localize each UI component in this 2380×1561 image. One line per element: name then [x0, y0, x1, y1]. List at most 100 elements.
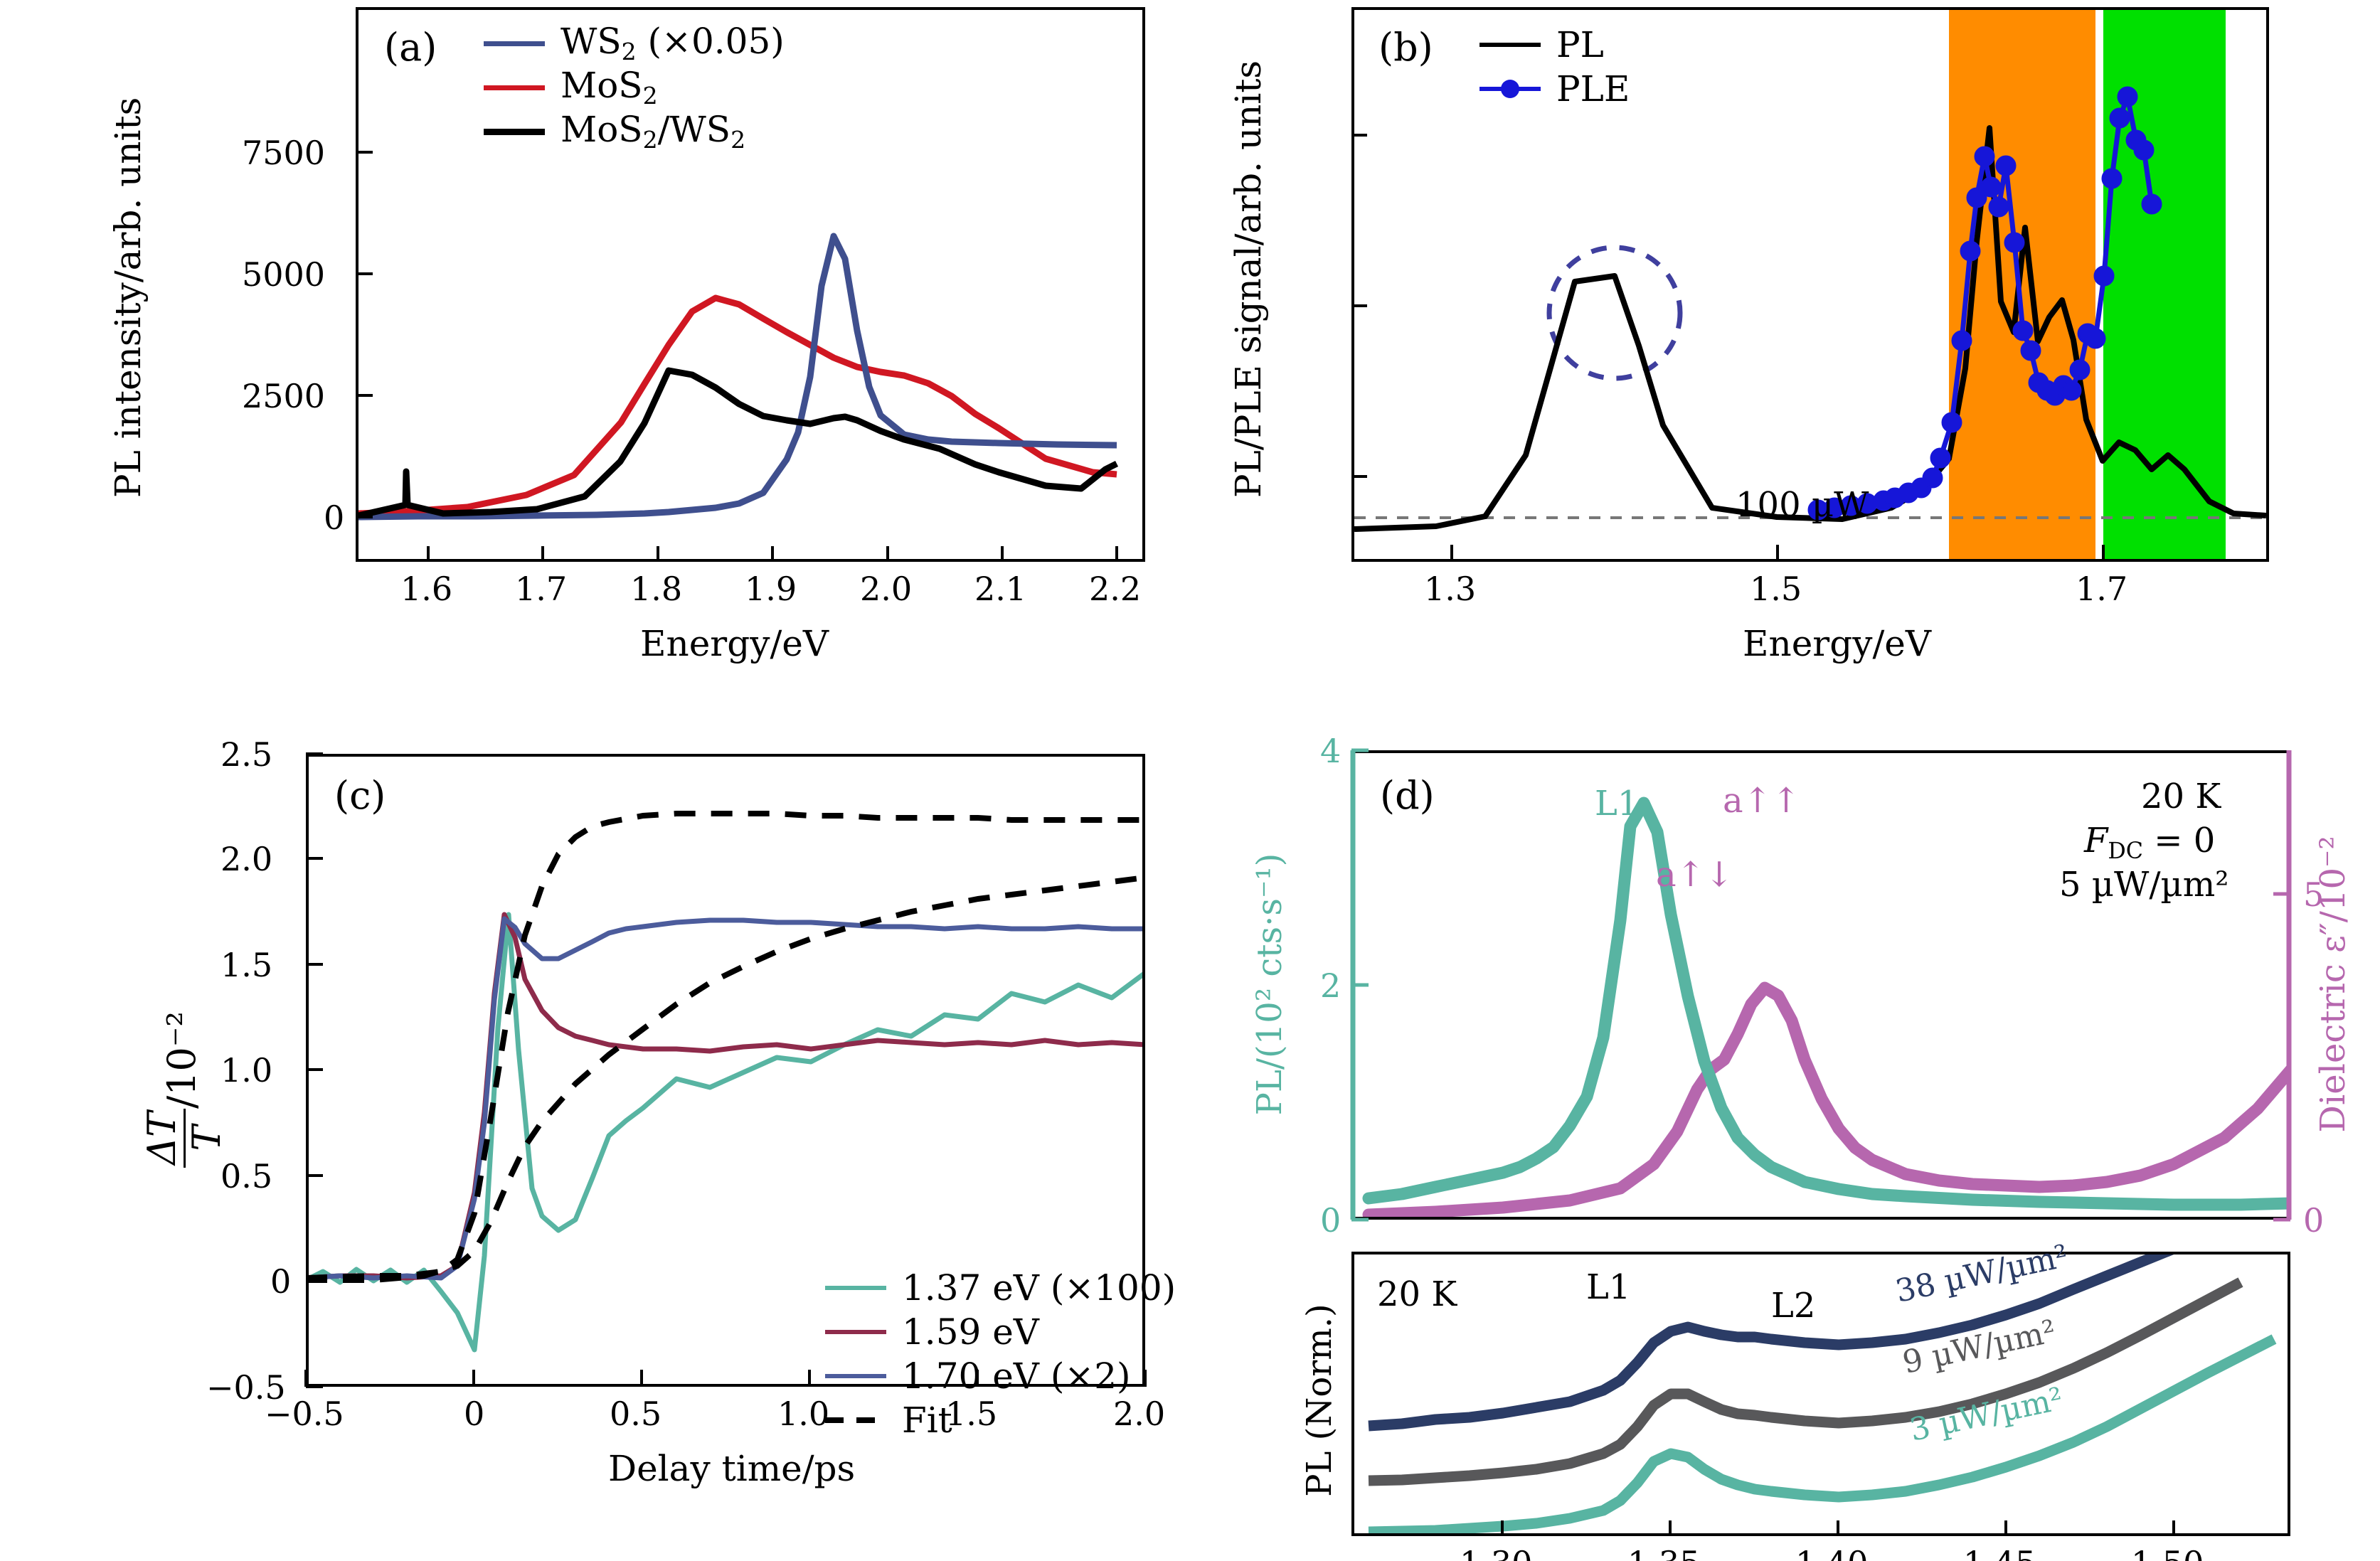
legend-swatch-ws2 [484, 41, 545, 46]
panel-a-plot [356, 151, 1119, 562]
legend-label-ws2: WS2 (×0.05) [561, 20, 785, 66]
series-159ev [309, 912, 1142, 1281]
panel-b-xlabel: Energy/eV [1743, 623, 1931, 664]
panel-d-top-ytick-0: 0 [1320, 1201, 1342, 1240]
series-170ev [309, 916, 1142, 1281]
panel-c-xtick-0: −0.5 [265, 1395, 344, 1433]
panel-b-ylabel: PL/PLE signal/arb. units [1228, 60, 1269, 498]
legend-label-heterostructure: MoS2/WS2 [561, 108, 746, 154]
series-38uw [1368, 1254, 2174, 1432]
panel-c-ytick-1: 0 [270, 1262, 292, 1301]
legend-swatch-mos2 [484, 85, 545, 90]
panel-d-bottom-xticks [1501, 1520, 2175, 1536]
legend-swatch-137ev [825, 1286, 886, 1290]
panel-d-xtick-4: 1.50 [2131, 1547, 2204, 1561]
panel-c-yticks [306, 752, 323, 1388]
panel-a-yticks [356, 151, 373, 518]
panel-c-plot [304, 752, 1147, 1388]
panel-a-ytick-2: 5000 [242, 255, 326, 294]
panel-d-xtick-0: 1.30 [1460, 1547, 1532, 1561]
legend-label-fit: Fit [902, 1400, 952, 1441]
panel-b-xtick-2: 1.7 [2076, 570, 2128, 608]
panel-c-ylabel: ΔT T /10⁻² [139, 947, 230, 1232]
panel-d-top-ylabel-right: Dielectric ε″/10⁻² [2313, 836, 2353, 1133]
legend-label-137ev: 1.37 eV (×100) [902, 1267, 1176, 1309]
panel-c-xtick-3: 1.0 [777, 1395, 830, 1433]
panel-a-ytick-0: 0 [324, 499, 345, 537]
panel-d-top-ytick-2: 4 [1320, 732, 1342, 770]
panel-d-top-right-ytick-1: 5 [2303, 875, 2325, 914]
legend-item-170ev: 1.70 eV (×2) [825, 1354, 1176, 1398]
panel-c-axes [306, 754, 1145, 1387]
legend-swatch-ple [1479, 80, 1541, 98]
legend-label-ple: PLE [1556, 68, 1630, 110]
panel-b: (b) PL PLE 100 µW 1.3 1.5 1.7 Energy/eV … [1181, 0, 2380, 711]
legend-item-mos2: MoS2 [484, 65, 785, 110]
series-ple-markers [1807, 86, 2162, 521]
legend-swatch-159ev [825, 1330, 886, 1334]
panel-d-bottom-label-l2: L2 [1771, 1286, 1816, 1326]
panel-d-bottom-axes [1351, 1252, 2290, 1536]
panel-a-ytick-1: 2500 [242, 377, 326, 415]
legend-item-fit: Fit [825, 1398, 1176, 1442]
panel-d-label-l1: L1 [1595, 784, 1640, 824]
panel-a-ytick-3: 7500 [242, 134, 326, 172]
legend-label-mos2: MoS2 [561, 64, 658, 110]
panel-b-legend: PL PLE [1479, 23, 1630, 111]
panel-c-ytick-4: 1.5 [221, 946, 273, 984]
panel-d-label-a-up-down: a↑↓ [1656, 855, 1734, 895]
panel-c-ylabel-fraction: ΔT T [139, 1109, 230, 1168]
legend-label-pl: PL [1556, 24, 1604, 65]
panel-d-top-ylabel: PL/(10² cts·s⁻¹) [1250, 853, 1290, 1116]
panel-c-xtick-1: 0 [464, 1395, 485, 1433]
legend-item-heterostructure: MoS2/WS2 [484, 110, 785, 154]
legend-item-137ev: 1.37 eV (×100) [825, 1266, 1176, 1310]
panel-d-field-subscript: DC [2108, 838, 2143, 864]
series-fit-slow [309, 875, 1142, 1283]
panel-d-field-value: = 0 [2142, 821, 2216, 861]
panel-c-xtick-4: 1.5 [945, 1395, 998, 1433]
panel-d-bottom-label-l1: L1 [1586, 1267, 1631, 1307]
panel-c-ytick-0: −0.5 [206, 1368, 286, 1407]
series-heterostructure [358, 367, 1119, 519]
panel-c-ylabel-unit: /10⁻² [159, 1011, 204, 1109]
series-fit-fast [309, 811, 1142, 1281]
panel-a-xtick-5: 2.1 [974, 570, 1027, 608]
panel-d-field-symbol: F [2084, 821, 2108, 861]
legend-swatch-pl [1479, 43, 1541, 47]
panel-a-tag: (a) [384, 25, 437, 70]
panel-a-legend: WS2 (×0.05) MoS2 MoS2/WS2 [484, 21, 785, 154]
panel-c-xtick-2: 0.5 [610, 1395, 662, 1433]
panel-c-ylabel-numerator: ΔT [139, 1109, 186, 1168]
panel-a-xtick-1: 1.7 [515, 570, 568, 608]
panel-d-annotation-temperature: 20 K [2141, 777, 2221, 816]
panel-d-bottom-ylabel: PL (Norm.) [1300, 1304, 1339, 1497]
series-3uw [1368, 1334, 2277, 1533]
panel-a-xlabel: Energy/eV [640, 623, 829, 664]
panel-b-xticks [1450, 545, 2105, 562]
legend-marker-ple [1501, 80, 1519, 98]
series-ws2 [358, 233, 1117, 521]
series-9uw [1368, 1277, 2243, 1486]
panel-d: (d) L1 a↑↑ a↑↓ 20 K FDC = 0 5 µW/µm² 0 2… [1181, 711, 2380, 1561]
panel-d-label-a-up-up: a↑↑ [1723, 781, 1801, 821]
dashed-circle-highlight [1546, 245, 1683, 381]
panel-d-xtick-3: 1.45 [1963, 1547, 2036, 1561]
legend-item-pl: PL [1479, 23, 1630, 67]
legend-item-ple: PLE [1479, 67, 1630, 111]
legend-label-159ev: 1.59 eV [902, 1311, 1039, 1353]
panel-b-power-annotation: 100 µW [1736, 485, 1869, 525]
panel-c-xtick-5: 2.0 [1113, 1395, 1166, 1433]
panel-a-xticks [427, 546, 1118, 562]
panel-a-xtick-0: 1.6 [400, 570, 453, 608]
panel-d-annotation-field: FDC = 0 [2084, 819, 2215, 865]
panel-c-ytick-3: 1.0 [221, 1051, 273, 1089]
series-pl [1354, 125, 2266, 532]
panel-c: (c) 1.37 eV (×100) 1.59 eV 1.70 eV (×2) … [0, 711, 1181, 1561]
panel-a-xtick-4: 2.0 [860, 570, 913, 608]
panel-d-tag: (d) [1380, 773, 1435, 818]
series-pl-l1 [1362, 797, 2288, 1211]
panel-c-xlabel: Delay time/ps [608, 1448, 856, 1489]
panel-d-plot [1350, 748, 2292, 1536]
